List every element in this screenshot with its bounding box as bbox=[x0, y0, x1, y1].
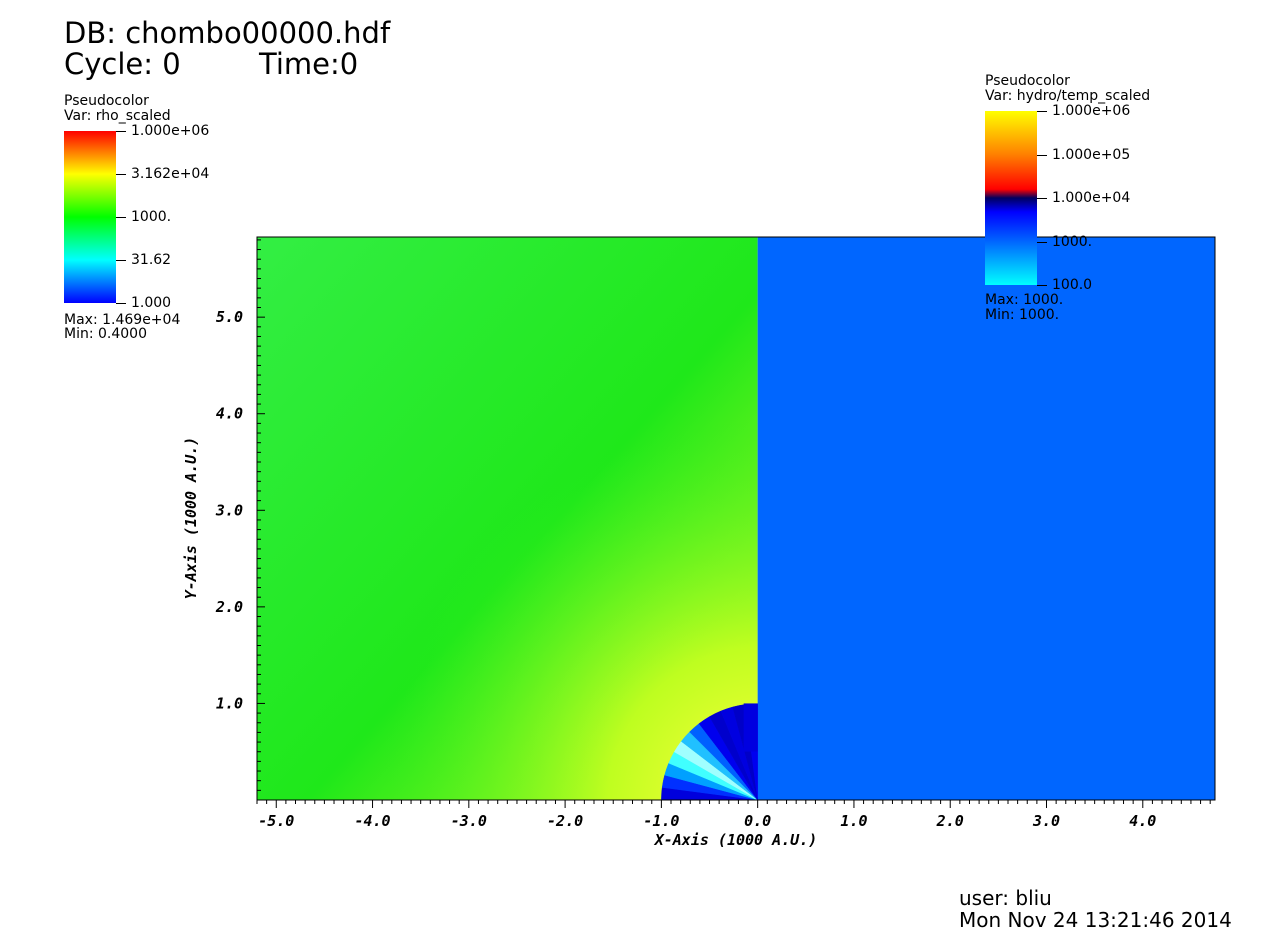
legend-temp-tick-mark bbox=[1037, 198, 1047, 199]
legend-rho-tick-mark bbox=[116, 260, 126, 261]
x-tick-label: 1.0 bbox=[840, 812, 867, 830]
legend-temp-tick-mark bbox=[1037, 285, 1047, 286]
legend-rho-tick-label: 3.162e+04 bbox=[131, 166, 210, 182]
legend-temp-tick-label: 1.000e+04 bbox=[1052, 190, 1131, 206]
legend-temp-var: Var: hydro/temp_scaled bbox=[985, 88, 1151, 104]
legend-temp-tick-mark bbox=[1037, 154, 1047, 156]
plot-frame bbox=[256, 236, 1216, 801]
legend-rho-tick-label: 1000. bbox=[131, 209, 172, 225]
cycle-label: Cycle: 0 bbox=[64, 47, 181, 81]
time-label: Time:0 bbox=[259, 47, 359, 81]
x-tick-label: -4.0 bbox=[354, 812, 390, 830]
y-axis-title: Y-Axis (1000 A.U.) bbox=[182, 437, 200, 600]
y-tick-label: 1.0 bbox=[216, 694, 243, 712]
legend-rho-tick-mark bbox=[116, 131, 126, 132]
legend-temp-tick-label: 1.000e+05 bbox=[1052, 146, 1131, 163]
legend-temp-colorbar bbox=[985, 111, 1037, 285]
x-axis-title: X-Axis (1000 A.U.) bbox=[653, 831, 818, 849]
y-axis-ticks: 1.0 2.0 3.0 4.0 5.0 bbox=[215, 239, 265, 801]
plot-regions bbox=[257, 237, 1215, 800]
x-tick-label: 2.0 bbox=[936, 812, 964, 830]
legend-rho-tick-mark bbox=[116, 174, 126, 175]
date-label: Mon Nov 24 13:21:46 2014 bbox=[959, 908, 1232, 932]
legend-temp-tick-mark bbox=[1037, 241, 1047, 243]
y-tick-label: 5.0 bbox=[216, 308, 243, 326]
region-hydro-temp-scaled bbox=[757, 237, 1215, 800]
legend-temp-tick-label: 100.0 bbox=[1052, 277, 1093, 293]
legend-rho-title: Pseudocolor bbox=[64, 93, 149, 109]
x-tick-label: -1.0 bbox=[643, 812, 679, 830]
x-tick-label: -3.0 bbox=[451, 812, 487, 830]
legend-rho-colorbar bbox=[64, 131, 116, 303]
legend-temp-title: Pseudocolor bbox=[985, 73, 1070, 89]
legend-temp-tick-label: 1.000e+06 bbox=[1052, 103, 1131, 119]
legend-rho-tick-label: 1.000e+06 bbox=[131, 123, 210, 139]
y-tick-label: 2.0 bbox=[215, 598, 243, 616]
legend-temp-max: Max: 1000. bbox=[985, 292, 1064, 308]
legend-rho-tick-label: 31.62 bbox=[131, 252, 172, 268]
y-tick-label: 4.0 bbox=[216, 405, 243, 423]
legend-rho-tick-mark bbox=[116, 217, 126, 218]
inner-region bbox=[661, 703, 758, 801]
legend-rho-var: Var: rho_scaled bbox=[64, 108, 171, 124]
x-tick-label: -2.0 bbox=[547, 812, 583, 830]
legend-rho-tick-mark bbox=[116, 303, 126, 304]
x-tick-label: -5.0 bbox=[258, 812, 294, 830]
legend-temp-tick-label: 1000. bbox=[1052, 233, 1093, 250]
region-glow bbox=[257, 237, 758, 800]
x-tick-label: 3.0 bbox=[1032, 812, 1060, 830]
inner-core-block bbox=[743, 703, 758, 752]
x-tick-label: 0.0 bbox=[744, 812, 771, 830]
plot-border bbox=[256, 236, 1216, 801]
legend-temp-tick-mark bbox=[1037, 111, 1047, 112]
x-tick-label: 4.0 bbox=[1129, 812, 1156, 830]
x-axis-ticks: -5.0 -4.0 -3.0 -2.0 -1.0 0.0 1.0 2.0 3.0 4.0 bbox=[256, 800, 1211, 830]
y-tick-label: 3.0 bbox=[215, 501, 243, 519]
legend-rho-tick-label: 1.000 bbox=[131, 295, 172, 311]
legend-temp-min: Min: 1000. bbox=[985, 307, 1060, 323]
legend-rho-max: Max: 1.469e+04 bbox=[64, 312, 181, 328]
db-title: DB: chombo00000.hdf bbox=[64, 16, 391, 50]
legend-rho-min: Min: 0.4000 bbox=[64, 326, 147, 342]
user-label: user: bliu bbox=[959, 886, 1052, 910]
